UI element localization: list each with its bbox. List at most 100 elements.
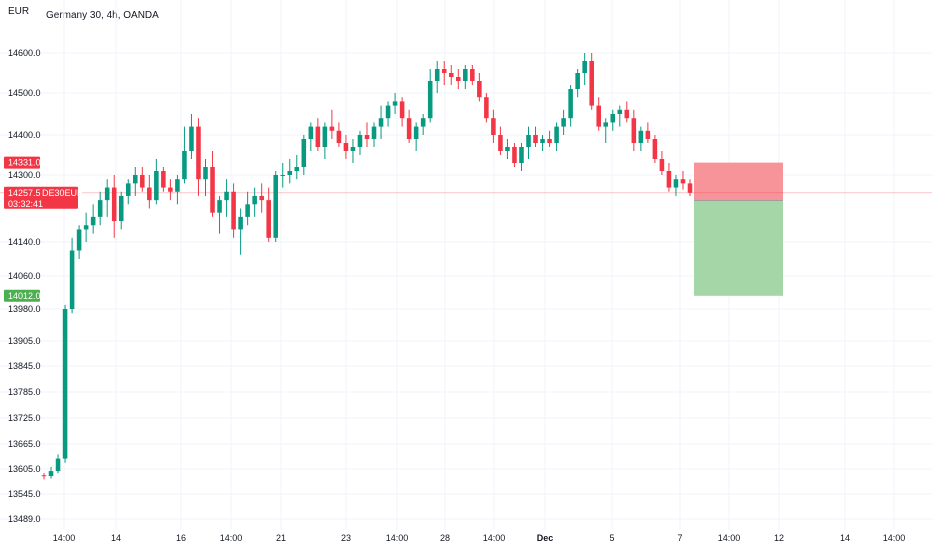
candle-body (336, 130, 342, 143)
x-tick-label: 21 (276, 533, 286, 543)
candles (41, 53, 693, 480)
candle-body (638, 130, 644, 143)
candle-body (568, 89, 573, 119)
candle-body (603, 122, 609, 127)
current-price-label: 14257.5 (8, 188, 41, 198)
price-badges: 14331.014239.014012.014257.5DE30EUR03:32… (4, 156, 84, 302)
candle-body (364, 135, 370, 139)
target-price-badge-label: 14012.0 (8, 291, 41, 301)
candle-body (329, 126, 335, 131)
candle-body (666, 171, 672, 188)
y-tick-label: 13605.0 (8, 464, 41, 474)
candle-body (526, 135, 531, 147)
x-tick-label: 14:00 (718, 533, 741, 543)
y-tick-label: 14140.0 (8, 237, 41, 247)
y-tick-label: 13489.0 (8, 514, 41, 524)
candle-body (533, 135, 538, 143)
candle-body (294, 167, 300, 171)
y-tick-label: 14060.0 (8, 271, 41, 281)
currency-label: EUR (8, 6, 30, 17)
candle-body (90, 216, 96, 226)
candle-body (441, 69, 447, 73)
candle-body (575, 73, 580, 89)
candle-body (97, 200, 103, 217)
y-tick-label: 13980.0 (8, 304, 41, 314)
x-tick-label: Dec (537, 533, 554, 543)
x-tick-label: 14:00 (386, 533, 409, 543)
candle-body (280, 175, 286, 176)
candle-body (301, 139, 307, 167)
candle-body (133, 175, 138, 184)
candle-body (547, 139, 552, 143)
grid (0, 0, 932, 530)
candle-body (540, 139, 545, 143)
candle-body (104, 187, 110, 201)
candle-body (512, 147, 517, 163)
candle-body (287, 171, 293, 175)
stop-price-badge (4, 156, 40, 169)
candle-body (596, 105, 601, 127)
x-tick-label: 12 (774, 533, 784, 543)
x-tick-label: 14:00 (53, 533, 76, 543)
y-tick-label: 13545.0 (8, 489, 41, 499)
candle-body (470, 69, 475, 81)
candle-body (217, 200, 222, 213)
candle-body (266, 200, 271, 238)
candle-body (617, 109, 623, 114)
candle-body (315, 126, 321, 147)
candle-body (652, 139, 658, 159)
x-tick-label: 14:00 (883, 533, 906, 543)
candle-body (554, 126, 559, 143)
candle-body (399, 101, 405, 119)
candle-body (140, 175, 145, 188)
candle-body (371, 126, 377, 139)
countdown-label: 03:32:41 (8, 199, 43, 209)
candle-body (203, 167, 208, 180)
x-tick-label: 16 (176, 533, 186, 543)
symbol-label: DE30EUR (42, 188, 84, 198)
candle-body (392, 101, 398, 106)
candle-body (350, 147, 356, 151)
candle-body (413, 126, 419, 139)
candle-body (147, 187, 152, 201)
candle-body (161, 171, 166, 188)
candle-body (357, 135, 363, 147)
x-tick-label: 14:00 (220, 533, 243, 543)
candle-body (41, 475, 47, 477)
candle-body (680, 179, 686, 184)
candle-body (434, 69, 440, 81)
take-profit-zone[interactable] (694, 200, 783, 296)
candle-body (168, 187, 173, 192)
y-tick-label: 14300.0 (8, 170, 41, 180)
candle-body (322, 126, 328, 147)
candle-body (477, 81, 482, 98)
candle-body (498, 135, 503, 151)
current-price-badge (4, 186, 78, 209)
candle-body (231, 191, 236, 230)
x-tick-label: 14 (840, 533, 850, 543)
stop-price-badge-label: 14331.0 (8, 158, 41, 168)
time-axis[interactable]: 14:00 14 16 14:00 21 23 14:00 28 14:00 Dec 5 7 14:00… (53, 533, 906, 543)
target-price-badge (4, 289, 40, 302)
y-tick-label: 13665.0 (8, 439, 41, 449)
x-tick-label: 14 (111, 533, 121, 543)
y-tick-label: 13905.0 (8, 336, 41, 346)
candle-body (624, 109, 630, 119)
stop-loss-zone[interactable] (694, 162, 783, 201)
candle-body (273, 175, 278, 238)
candle-body (589, 61, 594, 106)
candle-body (645, 130, 651, 139)
price-axis[interactable]: 14600.0 14500.0 14400.0 14300.0 14140.0 14060… (8, 48, 41, 524)
y-tick-label: 13845.0 (8, 361, 41, 371)
candle-body (252, 195, 257, 205)
candle-body (175, 179, 180, 192)
candle-body (154, 171, 159, 201)
candle-body (505, 147, 510, 151)
y-tick-label: 13725.0 (8, 413, 41, 423)
candle-body (224, 191, 229, 201)
chart-title: Germany 30, 4h, OANDA (46, 10, 159, 21)
x-tick-label: 14:00 (483, 533, 506, 543)
candle-body (491, 118, 496, 135)
x-tick-label: 5 (609, 533, 614, 543)
